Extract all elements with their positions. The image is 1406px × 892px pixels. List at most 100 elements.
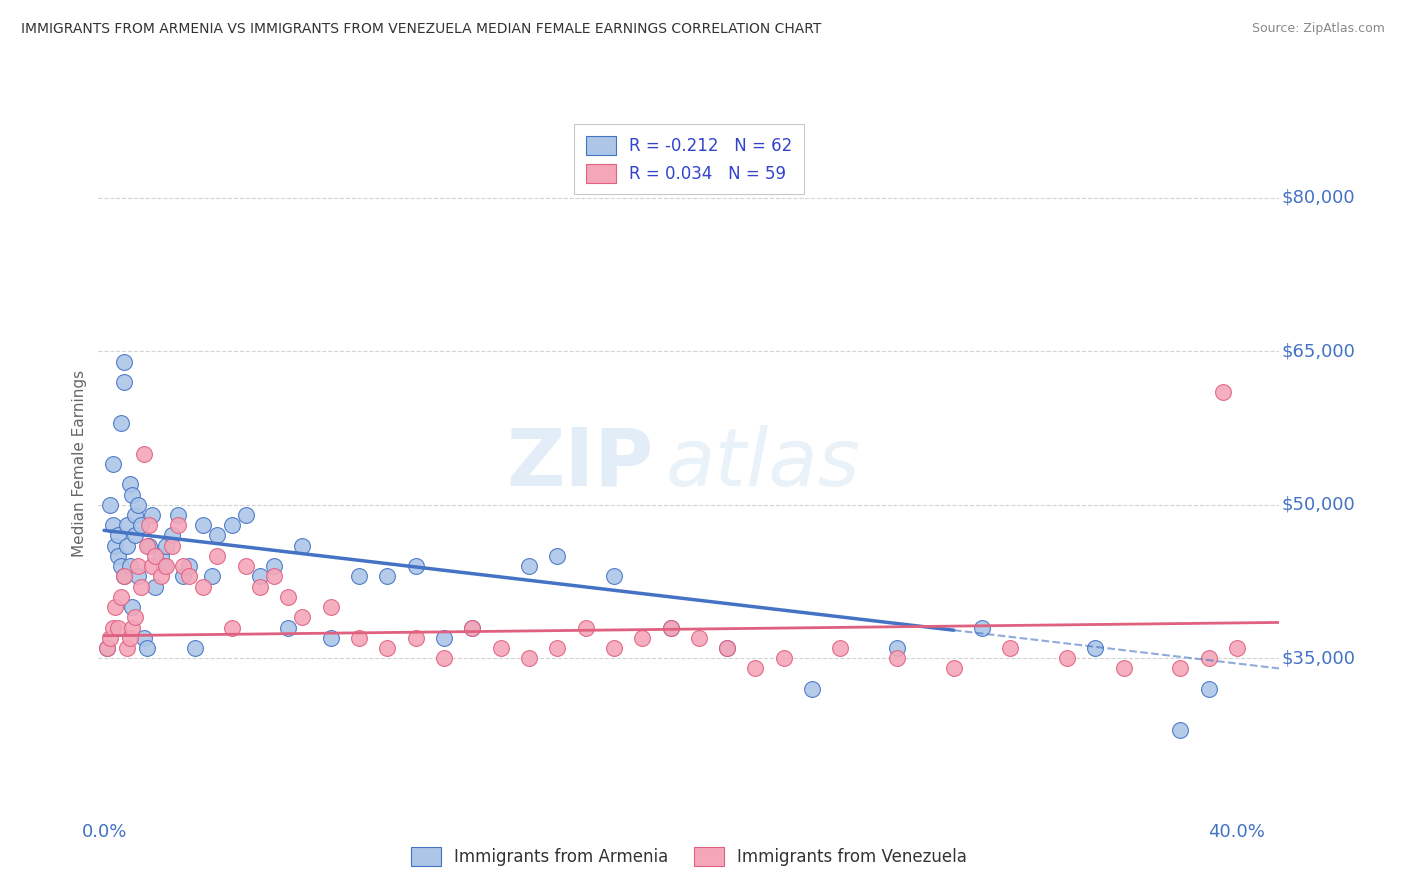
Text: IMMIGRANTS FROM ARMENIA VS IMMIGRANTS FROM VENEZUELA MEDIAN FEMALE EARNINGS CORR: IMMIGRANTS FROM ARMENIA VS IMMIGRANTS FR… <box>21 22 821 37</box>
Point <box>132 631 155 645</box>
Point <box>461 621 484 635</box>
Point <box>152 559 174 574</box>
Point <box>104 600 127 615</box>
Point <box>138 539 160 553</box>
Point <box>1000 640 1022 655</box>
Point <box>249 580 271 594</box>
Point <box>375 640 398 655</box>
Point <box>1226 640 1249 655</box>
Point <box>124 508 146 522</box>
Point <box>172 559 194 574</box>
Point <box>970 621 993 635</box>
Point <box>127 569 149 583</box>
Point <box>603 569 626 583</box>
Point <box>716 640 738 655</box>
Text: $50,000: $50,000 <box>1282 496 1355 514</box>
Y-axis label: Median Female Earnings: Median Female Earnings <box>72 370 87 558</box>
Point <box>517 559 540 574</box>
Point <box>107 528 129 542</box>
Point <box>405 559 427 574</box>
Text: $80,000: $80,000 <box>1282 189 1355 207</box>
Point <box>347 631 370 645</box>
Point <box>177 569 200 583</box>
Point <box>118 631 141 645</box>
Point <box>132 447 155 461</box>
Point <box>193 580 215 594</box>
Legend: Immigrants from Armenia, Immigrants from Venezuela: Immigrants from Armenia, Immigrants from… <box>405 840 973 873</box>
Point <box>121 600 143 615</box>
Point <box>433 651 456 665</box>
Point <box>172 569 194 583</box>
Point <box>143 549 166 563</box>
Point <box>1084 640 1107 655</box>
Point <box>291 610 314 624</box>
Point <box>688 631 710 645</box>
Point <box>830 640 852 655</box>
Point <box>127 559 149 574</box>
Point <box>127 498 149 512</box>
Point <box>141 508 163 522</box>
Point <box>235 508 257 522</box>
Point <box>160 528 183 542</box>
Point <box>124 610 146 624</box>
Text: atlas: atlas <box>665 425 860 503</box>
Point <box>107 549 129 563</box>
Point <box>129 580 152 594</box>
Point <box>155 559 177 574</box>
Point <box>886 651 908 665</box>
Point <box>249 569 271 583</box>
Point <box>207 528 229 542</box>
Point <box>101 621 124 635</box>
Point <box>207 549 229 563</box>
Point <box>121 487 143 501</box>
Point <box>603 640 626 655</box>
Point <box>235 559 257 574</box>
Point <box>291 539 314 553</box>
Point <box>201 569 224 583</box>
Point <box>129 518 152 533</box>
Point <box>375 569 398 583</box>
Point <box>121 621 143 635</box>
Point <box>115 518 138 533</box>
Point <box>193 518 215 533</box>
Point <box>110 416 132 430</box>
Point <box>104 539 127 553</box>
Point <box>1212 385 1234 400</box>
Point <box>574 621 596 635</box>
Point <box>1056 651 1078 665</box>
Point <box>433 631 456 645</box>
Point <box>96 640 118 655</box>
Point <box>546 640 568 655</box>
Point <box>143 580 166 594</box>
Point <box>319 600 342 615</box>
Point <box>155 539 177 553</box>
Point <box>461 621 484 635</box>
Point <box>221 621 243 635</box>
Point <box>886 640 908 655</box>
Point <box>135 640 157 655</box>
Point <box>277 621 299 635</box>
Text: Source: ZipAtlas.com: Source: ZipAtlas.com <box>1251 22 1385 36</box>
Point <box>107 621 129 635</box>
Point <box>149 569 172 583</box>
Text: ZIP: ZIP <box>506 425 654 503</box>
Point <box>1198 681 1220 696</box>
Point <box>347 569 370 583</box>
Point <box>517 651 540 665</box>
Point <box>263 569 285 583</box>
Point <box>124 528 146 542</box>
Point <box>546 549 568 563</box>
Point <box>942 661 965 675</box>
Point <box>112 569 135 583</box>
Text: $35,000: $35,000 <box>1282 649 1355 667</box>
Point <box>166 508 188 522</box>
Point <box>1112 661 1135 675</box>
Point <box>1198 651 1220 665</box>
Point <box>112 569 135 583</box>
Point <box>631 631 654 645</box>
Point <box>744 661 766 675</box>
Point <box>96 640 118 655</box>
Point <box>115 539 138 553</box>
Point <box>101 457 124 471</box>
Point <box>659 621 682 635</box>
